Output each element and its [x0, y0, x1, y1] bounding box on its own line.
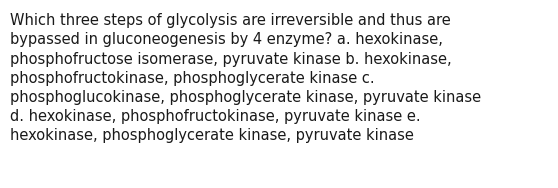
Text: Which three steps of glycolysis are irreversible and thus are
bypassed in glucon: Which three steps of glycolysis are irre… [10, 13, 481, 143]
